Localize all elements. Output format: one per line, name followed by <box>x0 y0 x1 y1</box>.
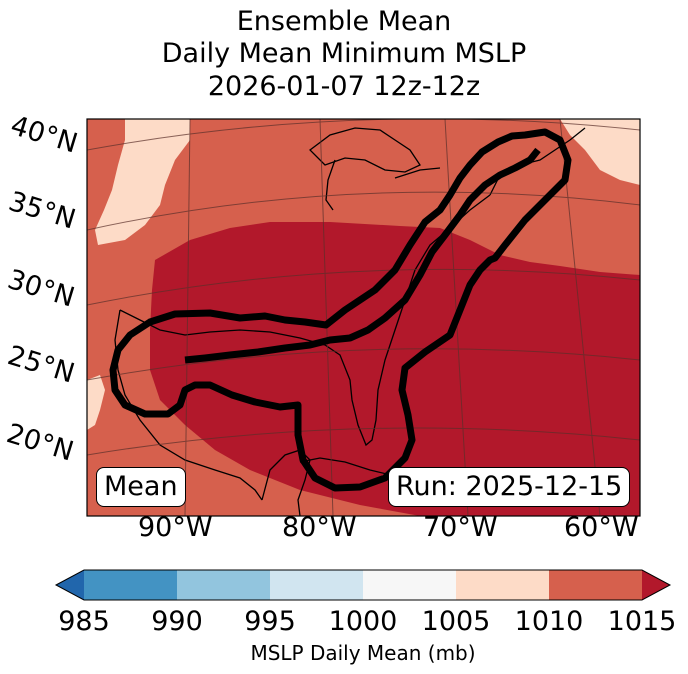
title-line-2: Daily Mean Minimum MSLP <box>161 38 527 69</box>
colorbar-tick-1000: 1000 <box>328 606 398 637</box>
coastline-great-lakes <box>309 127 421 173</box>
colorbar-tick-1005: 1005 <box>421 606 491 637</box>
colorbar <box>54 569 672 601</box>
pressure-field-1005-1010-northeast <box>560 119 640 185</box>
colorbar-tick-985: 985 <box>58 606 110 637</box>
pressure-field-1005-1010-northwest <box>95 119 190 245</box>
colorbar-bin-995-1000 <box>270 570 363 600</box>
map-panel <box>86 118 641 517</box>
run-date-box: Run: 2025-12-15 <box>388 467 631 507</box>
coastline-lake-erie <box>394 167 441 179</box>
colorbar-label: MSLP Daily Mean (mb) <box>250 641 476 665</box>
title-line-1: Ensemble Mean <box>236 6 452 37</box>
lon-label-70w: 70°W <box>423 512 498 543</box>
colorbar-bin-1000-1005 <box>363 570 456 600</box>
colorbar-extend-below <box>56 570 84 600</box>
pressure-field-1005-1010-west <box>87 375 105 430</box>
lon-label-90w: 90°W <box>138 512 213 543</box>
graticule <box>87 119 640 516</box>
colorbar-tick-1010: 1010 <box>514 606 584 637</box>
map-frame <box>86 118 641 517</box>
lon-label-60w: 60°W <box>564 512 639 543</box>
colorbar-bin-985-990 <box>84 570 177 600</box>
colorbar-bin-990-995 <box>177 570 270 600</box>
colorbar-bin-1005-1010 <box>456 570 549 600</box>
colorbar-outline <box>54 569 672 601</box>
colorbar-tick-1015: 1015 <box>607 606 677 637</box>
mean-box: Mean <box>96 467 186 507</box>
colorbar-extend-above <box>642 570 670 600</box>
title-line-3: 2026-01-07 12z-12z <box>207 71 481 102</box>
coastline-lake-michigan <box>325 159 336 211</box>
colorbar-tick-990: 990 <box>151 606 203 637</box>
pressure-contour <box>109 128 572 492</box>
pressure-field-above-1015 <box>150 222 640 516</box>
colorbar-bin-1010-1015 <box>549 570 642 600</box>
lon-label-80w: 80°W <box>282 512 357 543</box>
colorbar-tick-995: 995 <box>244 606 296 637</box>
